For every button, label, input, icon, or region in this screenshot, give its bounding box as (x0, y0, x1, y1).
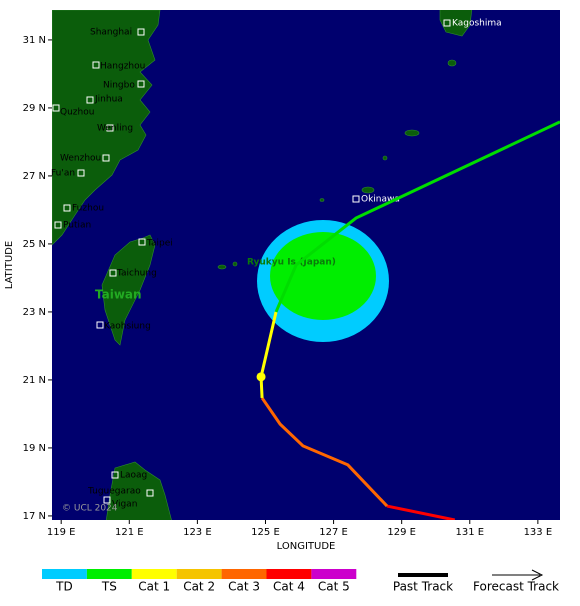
x-tick-label: 121 E (115, 527, 144, 538)
current-position (256, 372, 266, 382)
legend-label: Cat 2 (183, 580, 215, 594)
x-tick-label: 129 E (387, 527, 416, 538)
copyright: © UCL 2024 (62, 504, 118, 514)
y-tick-label: 19 N (23, 443, 46, 454)
y-tick-label: 21 N (23, 375, 46, 386)
place-label: Putian (63, 221, 91, 231)
place-label: Taiwan (95, 288, 142, 302)
place-label: Quzhou (60, 108, 94, 118)
place-label: Kaohsiung (104, 322, 151, 332)
x-tick-label: 125 E (251, 527, 280, 538)
wind-radii (257, 220, 389, 342)
legend-swatch (311, 569, 357, 579)
place-label: Ryukyu Is.(Japan) (247, 258, 336, 268)
cat-wind-radius (270, 232, 376, 320)
place-label: Wenzhou (60, 154, 101, 164)
place-label: Fu'an (51, 169, 75, 179)
track (256, 120, 560, 520)
place-label: Fuzhou (72, 204, 104, 214)
forecast-track-arrow (531, 569, 544, 581)
legend-label: TD (55, 580, 73, 594)
y-tick-label: 17 N (23, 511, 46, 522)
place-label: Ningbo (103, 81, 135, 91)
legend-label: TS (101, 580, 117, 594)
legend-label: Past Track (393, 580, 453, 594)
place-label: Jinhua (94, 95, 123, 105)
place-label: Laoag (120, 471, 147, 481)
place-label: Kagoshima (452, 19, 502, 29)
y-tick-label: 31 N (23, 35, 46, 46)
y-axis-title: LATITUDE (4, 241, 15, 289)
legend-swatch (86, 569, 132, 579)
legend-swatch (42, 569, 87, 579)
legend-label: Forecast Track (473, 580, 559, 594)
legend-swatch (221, 569, 267, 579)
legend: Past Track Forecast Track TD TS Cat 1 Cat 2… (42, 569, 559, 594)
legend-label: Cat 1 (138, 580, 170, 594)
x-tick-label: 119 E (47, 527, 76, 538)
place-label: Shanghai (90, 28, 132, 38)
place-label: Hangzhou (100, 62, 145, 72)
legend-swatch (266, 569, 312, 579)
track-segment (386, 504, 456, 520)
place-labels: Shanghai Hangzhou Ningbo Jinhua Quzhou W… (51, 19, 502, 514)
place-label: Taichung (116, 269, 157, 279)
x-tick-label: 127 E (319, 527, 348, 538)
x-tick-label: 133 E (524, 527, 553, 538)
place-label: Vigan (112, 500, 137, 510)
track-segment (260, 397, 389, 508)
place-label: Taipei (146, 239, 173, 249)
y-tick-label: 27 N (23, 171, 46, 182)
track-segment (274, 120, 560, 313)
legend-label: Cat 3 (228, 580, 260, 594)
y-tick-label: 25 N (23, 239, 46, 250)
legend-label: Cat 5 (318, 580, 350, 594)
y-tick-label: 23 N (23, 307, 46, 318)
place-label: Tuguegarao (87, 487, 141, 497)
x-tick-label: 123 E (183, 527, 212, 538)
place-label: Wenling (97, 124, 133, 134)
place-label: Okinawa (361, 195, 400, 205)
legend-label: Cat 4 (273, 580, 305, 594)
y-tick-label: 29 N (23, 103, 46, 114)
x-axis-title: LONGITUDE (277, 541, 336, 552)
land (52, 10, 473, 520)
legend-swatch (176, 569, 222, 579)
legend-swatch (131, 569, 177, 579)
x-tick-label: 131 E (455, 527, 484, 538)
